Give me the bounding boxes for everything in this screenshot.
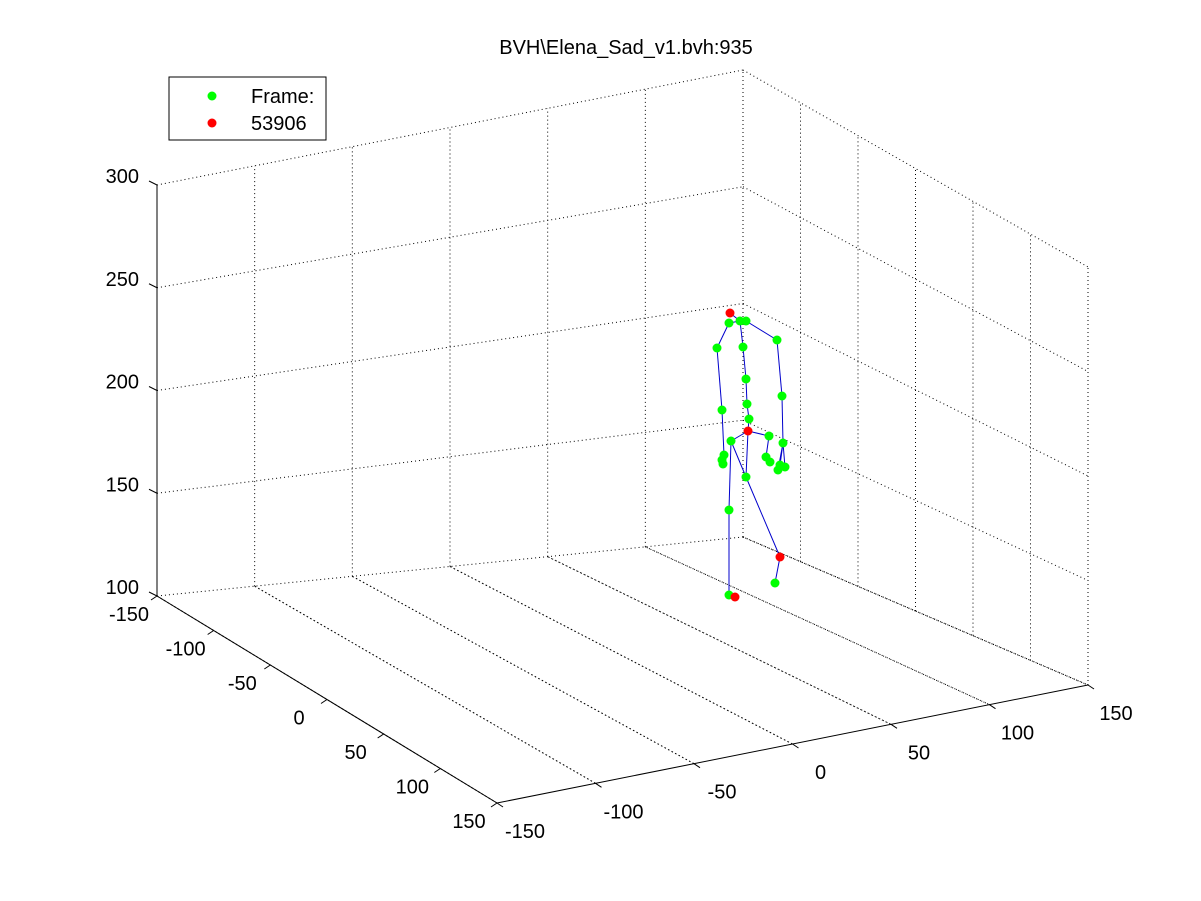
bone-hips-lhip	[730, 440, 747, 478]
z-tick-label: 100	[106, 577, 139, 599]
bone-spine3-neck	[742, 346, 747, 380]
y-tick	[320, 699, 328, 704]
floor-grid-y	[352, 575, 695, 765]
z-tick	[148, 283, 158, 289]
tick-labels: -150 -100 -50 0 50 100 150 -150 -100 -50 0 50 100 150…	[106, 166, 1133, 843]
x-tick	[792, 743, 799, 749]
z-tick-label: 200	[106, 372, 139, 394]
axes	[148, 180, 1095, 808]
x-tick	[890, 723, 898, 729]
x-tick	[595, 782, 602, 788]
x-tick-label: 0	[815, 762, 826, 784]
left-wall-grid-z	[156, 419, 744, 494]
x-tick-label: -100	[603, 801, 643, 823]
z-tick	[148, 386, 158, 391]
legend-label-53906: 53906	[251, 113, 307, 135]
y-tick	[434, 768, 441, 773]
skeleton-joints	[712, 308, 790, 602]
joint-spine3	[741, 374, 751, 384]
floor-grid-y	[254, 585, 596, 784]
legend-label-frame: Frame:	[251, 86, 314, 108]
x-tick-label: 150	[1099, 703, 1132, 725]
y-tick-label: -150	[109, 604, 149, 626]
right-wall-grid-z	[742, 303, 1089, 477]
floor-grid-y	[449, 566, 793, 745]
z-tick-label: 150	[106, 474, 139, 496]
joint-spine	[743, 426, 753, 436]
z-tick-label: 250	[106, 269, 139, 291]
joint-relbow	[777, 391, 787, 401]
bone-lshoulder-lelbow	[716, 347, 723, 411]
joint-hips	[741, 472, 751, 482]
joint-spine1	[744, 414, 754, 424]
legend-marker-frame	[207, 91, 217, 101]
legend-box	[168, 76, 327, 141]
z-tick	[148, 180, 158, 186]
z-tick	[148, 488, 158, 494]
joint-lelbow	[717, 405, 727, 415]
bone-rclav-rshoulder	[745, 320, 778, 341]
x-tick-label: 100	[1001, 723, 1034, 745]
joint-neck	[738, 342, 748, 352]
x-tick	[496, 802, 504, 808]
joint-rhip	[764, 431, 774, 441]
x-tick	[989, 704, 996, 710]
joint-rwrist	[778, 438, 788, 448]
x-tick-label: -150	[505, 821, 545, 843]
bone-lelbow-lwrist	[721, 409, 725, 456]
bone-relbow-rwrist	[781, 395, 784, 444]
joint-rshoulder	[772, 335, 782, 345]
y-tick-label: 50	[345, 742, 367, 764]
chart-title: BVH\Elena_Sad_v1.bvh:935	[499, 37, 753, 59]
joint-lclav	[724, 318, 734, 328]
joint-lknee	[724, 505, 734, 515]
joint-rhand3	[773, 465, 783, 475]
y-tick	[264, 664, 271, 670]
y-tick-label: 150	[452, 811, 485, 833]
grid-lines	[156, 69, 1089, 804]
right-wall-grid-z	[742, 536, 1089, 686]
y-tick	[207, 630, 214, 635]
left-wall-grid-z	[156, 303, 744, 391]
bone-lclav-lshoulder	[716, 322, 730, 349]
x-tick	[693, 763, 701, 769]
joint-lhip	[726, 436, 736, 446]
joint-rknee2	[765, 457, 775, 467]
x-tick	[1087, 684, 1095, 690]
legend: Frame: 53906	[168, 76, 327, 141]
y-tick-label: -50	[228, 673, 257, 695]
y-tick	[490, 802, 498, 808]
y-tick-label: 100	[396, 777, 429, 799]
y-tick-label: -100	[166, 639, 206, 661]
bone-hips-rankle	[745, 476, 781, 558]
joint-lshoulder	[712, 343, 722, 353]
legend-marker-53906	[207, 118, 217, 128]
z-tick	[148, 591, 158, 597]
bone-rshoulder-relbow	[776, 339, 783, 397]
joint-rankle	[775, 552, 785, 562]
bone-hips-spine	[745, 430, 749, 478]
x-tick-label: 50	[908, 742, 930, 764]
z-tick-label: 300	[106, 166, 139, 188]
joint-rtoe	[770, 578, 780, 588]
y-tick	[150, 595, 158, 601]
y-tick	[377, 733, 384, 739]
joint-rhand2	[780, 462, 790, 472]
joint-spine2	[742, 399, 752, 409]
y-tick-label: 0	[293, 708, 304, 730]
joint-ltoe	[730, 592, 740, 602]
joint-lhand2	[718, 459, 728, 469]
bone-lhip-lknee	[728, 440, 732, 511]
joint-rclav	[741, 316, 751, 326]
x-tick-label: -50	[708, 782, 737, 804]
joint-headtop	[725, 308, 735, 318]
